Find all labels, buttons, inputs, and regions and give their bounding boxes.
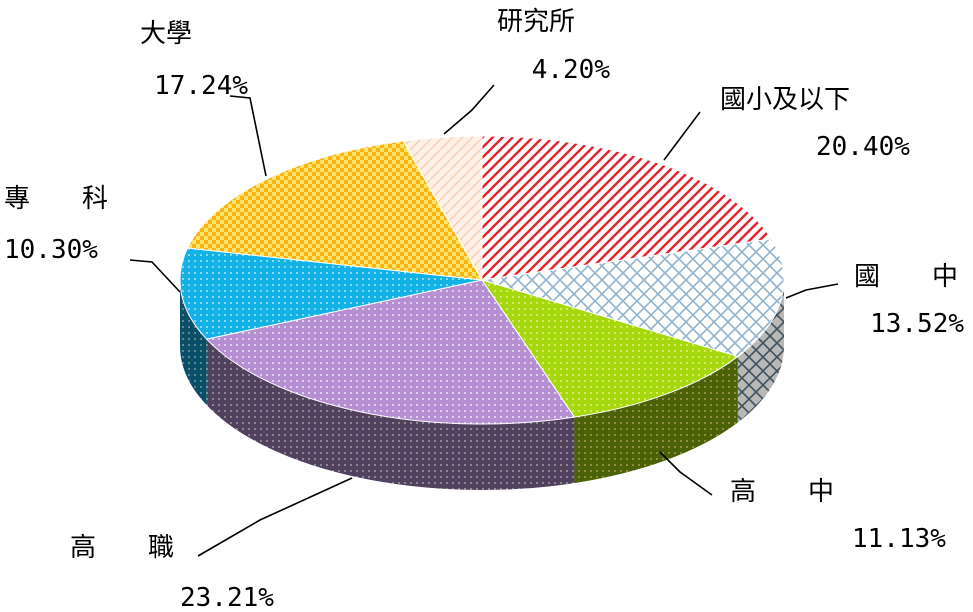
slice-name-junior-high: 國 中 <box>854 262 958 292</box>
pie-slice-junior-college <box>179 247 483 340</box>
slice-value-primary: 20.40% <box>816 132 910 162</box>
slice-value-university: 17.24% <box>154 71 248 101</box>
slice-name-university: 大學 <box>140 19 192 49</box>
slice-name-senior-high: 高 中 <box>730 477 834 507</box>
pie-slice-graduate <box>402 135 483 282</box>
slice-name-graduate: 研究所 <box>497 7 575 37</box>
pie-slice-primary <box>481 135 773 281</box>
slice-name-junior-college: 專 科 <box>4 184 108 214</box>
leader-line-primary <box>663 111 701 161</box>
slice-value-graduate: 4.20% <box>532 55 611 85</box>
leader-line-university <box>229 95 267 177</box>
leader-line-vocational <box>197 477 353 557</box>
slice-value-senior-high: 11.13% <box>852 524 946 554</box>
leader-line-senior-high <box>659 451 713 496</box>
pie-side-junior-high <box>737 280 784 423</box>
leader-line-junior-high <box>785 283 839 299</box>
pie-slice-junior-high <box>481 238 785 358</box>
pie-top <box>179 135 785 425</box>
slice-value-junior-high: 13.52% <box>870 309 964 339</box>
pie-side-senior-high <box>574 356 738 484</box>
pie-side-vocational <box>206 339 575 490</box>
pie-labels: 國小及以下 20.40% 國 中 13.52% 高 中 11.13% 高 職23.21% 專 … <box>4 7 964 612</box>
slice-name-primary: 國小及以下 <box>720 85 850 115</box>
leader-line-graduate <box>443 84 495 135</box>
pie-slice-university <box>186 140 483 281</box>
pie-sides <box>180 280 784 490</box>
leader-line-junior-college <box>129 259 181 293</box>
slice-value-vocational: 23.21% <box>180 583 274 612</box>
pie-slice-senior-high <box>480 279 739 418</box>
slice-name-vocational: 高 職 <box>70 533 174 563</box>
pie-slice-vocational <box>205 279 576 425</box>
slice-value-junior-college: 10.30% <box>4 235 98 265</box>
